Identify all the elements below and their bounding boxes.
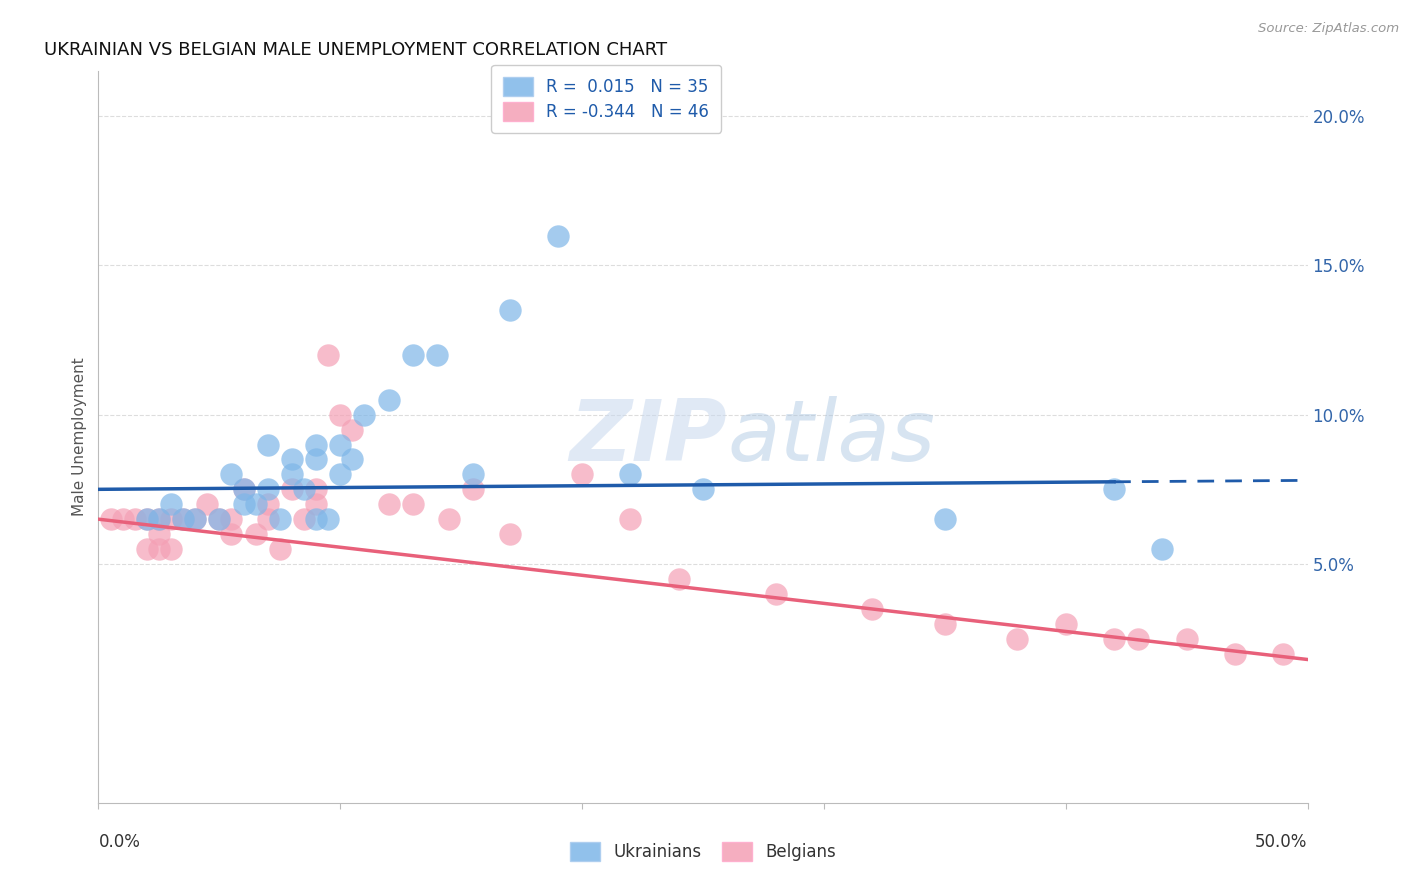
Point bbox=[221, 512, 243, 526]
Point bbox=[860, 601, 883, 615]
Point bbox=[135, 512, 157, 526]
Point bbox=[1007, 632, 1029, 646]
Point bbox=[305, 483, 328, 497]
Point bbox=[463, 483, 485, 497]
Point bbox=[184, 512, 207, 526]
Point bbox=[208, 512, 231, 526]
Point bbox=[124, 512, 146, 526]
Point bbox=[281, 483, 304, 497]
Point bbox=[148, 527, 170, 541]
Point bbox=[316, 512, 339, 526]
Point bbox=[245, 497, 267, 511]
Point bbox=[256, 483, 278, 497]
Y-axis label: Male Unemployment: Male Unemployment bbox=[72, 358, 87, 516]
Point bbox=[195, 497, 218, 511]
Point bbox=[342, 423, 364, 437]
Point bbox=[1102, 632, 1125, 646]
Point bbox=[208, 512, 231, 526]
Text: atlas: atlas bbox=[727, 395, 935, 479]
Point bbox=[765, 587, 787, 601]
Point bbox=[135, 542, 157, 557]
Point bbox=[329, 467, 352, 482]
Point bbox=[377, 392, 399, 407]
Point bbox=[1128, 632, 1150, 646]
Point bbox=[1223, 647, 1246, 661]
Point bbox=[135, 512, 157, 526]
Point bbox=[668, 572, 690, 586]
Point bbox=[148, 512, 170, 526]
Point bbox=[377, 497, 399, 511]
Point bbox=[305, 452, 328, 467]
Point bbox=[281, 467, 304, 482]
Point bbox=[292, 483, 315, 497]
Point bbox=[172, 512, 194, 526]
Point bbox=[402, 348, 425, 362]
Point bbox=[256, 512, 278, 526]
Point bbox=[619, 467, 641, 482]
Point bbox=[353, 408, 375, 422]
Point bbox=[100, 512, 122, 526]
Point bbox=[256, 437, 278, 451]
Text: 0.0%: 0.0% bbox=[98, 833, 141, 851]
Point bbox=[305, 512, 328, 526]
Point bbox=[1272, 647, 1295, 661]
Point bbox=[934, 616, 956, 631]
Point bbox=[269, 512, 291, 526]
Point bbox=[934, 512, 956, 526]
Point bbox=[463, 467, 485, 482]
Point bbox=[292, 512, 315, 526]
Point bbox=[1102, 483, 1125, 497]
Text: ZIP: ZIP bbox=[569, 395, 727, 479]
Point bbox=[571, 467, 593, 482]
Point bbox=[619, 512, 641, 526]
Point bbox=[426, 348, 449, 362]
Text: UKRAINIAN VS BELGIAN MALE UNEMPLOYMENT CORRELATION CHART: UKRAINIAN VS BELGIAN MALE UNEMPLOYMENT C… bbox=[44, 41, 666, 59]
Point bbox=[329, 437, 352, 451]
Point bbox=[498, 527, 520, 541]
Text: 50.0%: 50.0% bbox=[1256, 833, 1308, 851]
Point bbox=[232, 483, 254, 497]
Point bbox=[269, 542, 291, 557]
Point bbox=[316, 348, 339, 362]
Point bbox=[148, 512, 170, 526]
Point bbox=[281, 452, 304, 467]
Point bbox=[256, 497, 278, 511]
Point bbox=[160, 512, 183, 526]
Point bbox=[148, 542, 170, 557]
Point bbox=[111, 512, 134, 526]
Text: Source: ZipAtlas.com: Source: ZipAtlas.com bbox=[1258, 22, 1399, 36]
Point bbox=[329, 408, 352, 422]
Point bbox=[1054, 616, 1077, 631]
Legend: Ukrainians, Belgians: Ukrainians, Belgians bbox=[564, 835, 842, 868]
Point bbox=[1152, 542, 1174, 557]
Point bbox=[547, 228, 569, 243]
Point bbox=[160, 497, 183, 511]
Point bbox=[232, 483, 254, 497]
Point bbox=[160, 542, 183, 557]
Point bbox=[1175, 632, 1198, 646]
Point bbox=[305, 497, 328, 511]
Point bbox=[402, 497, 425, 511]
Point bbox=[172, 512, 194, 526]
Point bbox=[437, 512, 460, 526]
Point bbox=[342, 452, 364, 467]
Point bbox=[692, 483, 714, 497]
Point bbox=[245, 527, 267, 541]
Point bbox=[305, 437, 328, 451]
Point bbox=[184, 512, 207, 526]
Point bbox=[221, 467, 243, 482]
Point bbox=[221, 527, 243, 541]
Point bbox=[232, 497, 254, 511]
Point bbox=[498, 303, 520, 318]
